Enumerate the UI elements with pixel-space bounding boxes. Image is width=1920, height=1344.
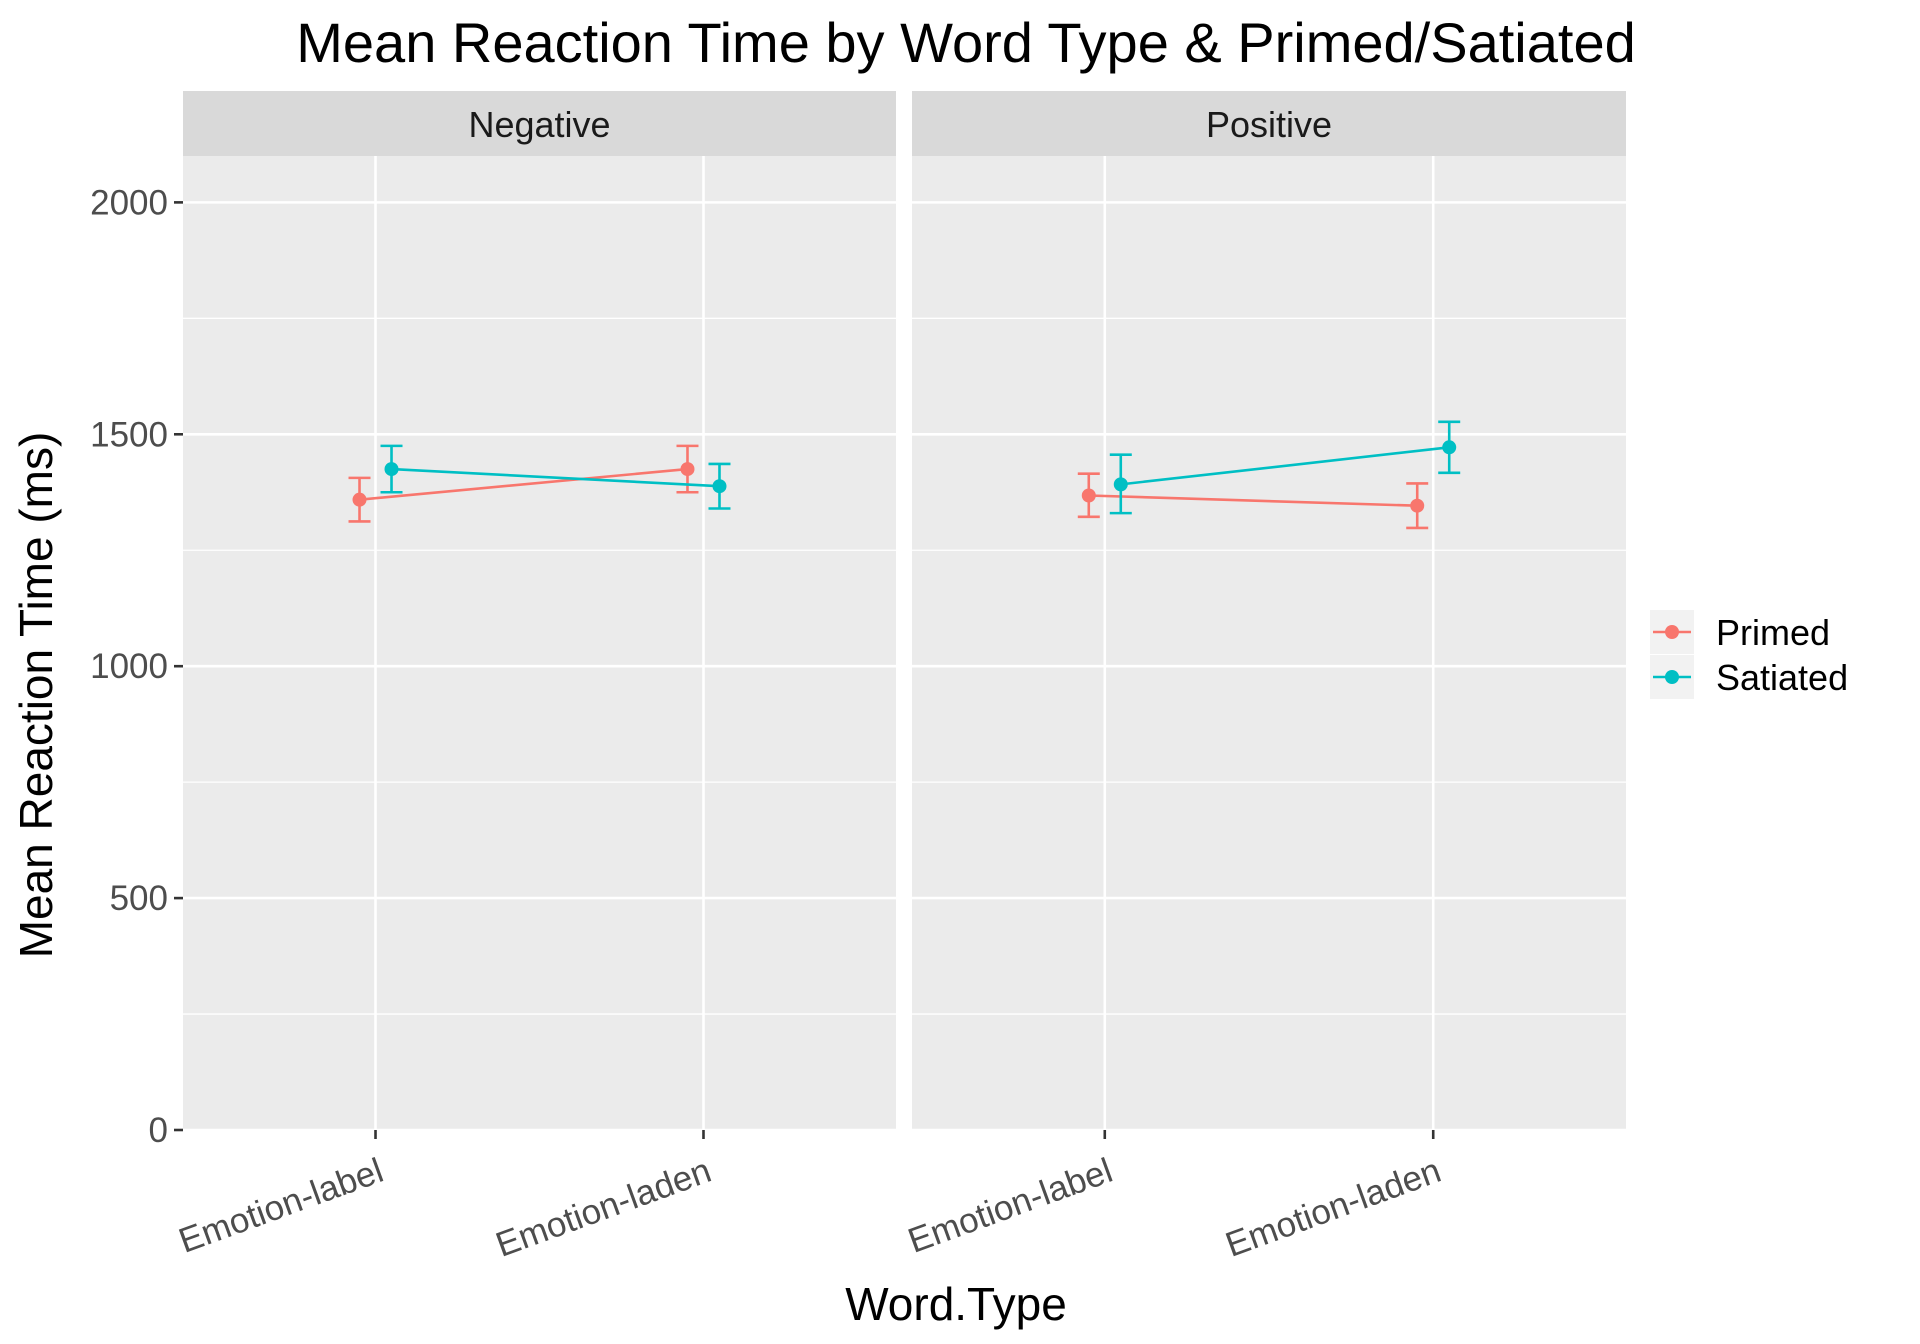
- series-line: [1088, 494, 1418, 508]
- y-tick-label: 500: [110, 879, 168, 918]
- data-point: [1081, 488, 1096, 503]
- data-point: [1410, 498, 1425, 513]
- data-point: [680, 462, 695, 477]
- series-line: [391, 467, 720, 488]
- panel-background: [183, 156, 896, 1130]
- legend-label: Satiated: [1716, 657, 1848, 698]
- facet-strip-label: Negative: [468, 104, 610, 145]
- series-line: [359, 467, 688, 501]
- x-tick-label: Emotion-label: [174, 1151, 388, 1261]
- legend-item-primed: Primed: [1650, 610, 1830, 654]
- facet-panel-positive: Positive: [912, 91, 1626, 1132]
- x-tick-label: Emotion-laden: [491, 1151, 716, 1265]
- legend-item-satiated: Satiated: [1650, 655, 1848, 699]
- data-point: [1113, 477, 1128, 492]
- data-point: [352, 492, 367, 507]
- legend-key-point: [1665, 625, 1679, 639]
- x-axis: Emotion-label Emotion-laden Emotion-label E…: [174, 1130, 1446, 1265]
- y-tick-label: 0: [149, 1111, 168, 1150]
- data-point: [1442, 440, 1457, 455]
- y-axis: 0 500 1000 1500 2000: [90, 183, 183, 1150]
- series-satiated: [1109, 420, 1461, 515]
- x-tick-label: Emotion-laden: [1221, 1151, 1446, 1265]
- series-primed: [348, 444, 699, 523]
- legend-label: Primed: [1716, 612, 1830, 653]
- legend-key-point: [1665, 670, 1679, 684]
- chart-title: Mean Reaction Time by Word Type & Primed…: [296, 11, 1635, 74]
- x-axis-title: Word.Type: [845, 1278, 1067, 1330]
- y-tick-label: 2000: [90, 183, 168, 222]
- data-point: [712, 479, 727, 494]
- series-satiated: [380, 444, 731, 510]
- y-tick-label: 1000: [90, 647, 168, 686]
- panel-background: [912, 156, 1626, 1130]
- facet-panels: Negative Positive: [183, 91, 1626, 1132]
- y-axis-title: Mean Reaction Time (ms): [10, 432, 62, 959]
- series-primed: [1077, 472, 1429, 530]
- facet-strip-label: Positive: [1206, 104, 1332, 145]
- data-point: [384, 462, 399, 477]
- facet-strip: [912, 91, 1626, 156]
- y-tick-label: 1500: [90, 415, 168, 454]
- x-tick-label: Emotion-label: [903, 1151, 1117, 1261]
- facet-panel-negative: Negative: [183, 91, 896, 1132]
- series-line: [1120, 445, 1450, 486]
- facet-strip: [183, 91, 896, 156]
